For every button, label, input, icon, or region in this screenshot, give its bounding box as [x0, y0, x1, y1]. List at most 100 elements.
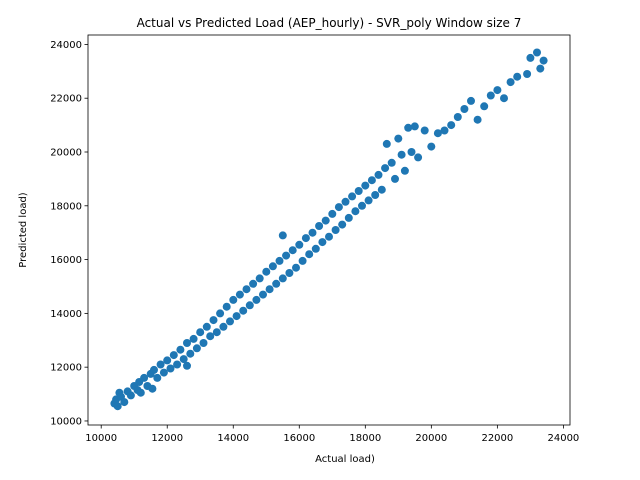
scatter-point	[255, 274, 264, 283]
scatter-point	[166, 364, 175, 373]
scatter-point	[493, 86, 502, 95]
scatter-point	[232, 312, 241, 321]
scatter-point	[371, 191, 380, 199]
scatter-point	[382, 139, 391, 148]
scatter-point	[410, 122, 419, 131]
scatter-points	[110, 48, 548, 411]
scatter-point	[387, 158, 396, 167]
x-tick-label: 24000	[547, 433, 579, 444]
scatter-point	[153, 373, 162, 382]
x-tick-label: 10000	[85, 433, 117, 444]
y-tick-label: 16000	[50, 255, 82, 266]
scatter-point	[288, 246, 297, 255]
y-tick-label: 18000	[50, 201, 82, 212]
scatter-point	[176, 345, 185, 354]
scatter-point	[212, 328, 221, 337]
scatter-point	[420, 126, 429, 135]
y-tick-label: 24000	[50, 40, 82, 51]
scatter-point	[506, 78, 515, 87]
scatter-point	[533, 48, 541, 57]
scatter-point	[219, 322, 228, 331]
scatter-point	[226, 317, 234, 326]
scatter-point	[328, 209, 337, 218]
scatter-point	[169, 351, 178, 360]
y-tick-label: 20000	[50, 148, 82, 159]
x-tick-label: 12000	[151, 433, 183, 444]
scatter-point	[150, 365, 158, 374]
scatter-point	[341, 197, 350, 206]
y-tick-label: 22000	[50, 94, 82, 105]
scatter-point	[526, 53, 535, 62]
scatter-point	[292, 263, 300, 272]
plot-frame	[87, 34, 571, 426]
scatter-point	[136, 388, 145, 397]
scatter-point	[447, 121, 456, 130]
scatter-point	[480, 102, 489, 111]
x-tick-label: 20000	[415, 433, 447, 444]
scatter-point	[361, 181, 370, 190]
scatter-point	[404, 123, 413, 132]
scatter-point	[381, 164, 390, 173]
scatter-point	[407, 148, 416, 156]
scatter-point	[222, 302, 231, 311]
scatter-point	[140, 373, 149, 382]
scatter-point	[325, 232, 333, 241]
scatter-point	[120, 398, 129, 407]
scatter-point	[513, 72, 522, 81]
scatter-point	[364, 196, 373, 205]
scatter-point	[460, 105, 469, 113]
scatter-point	[473, 115, 482, 124]
scatter-point	[486, 91, 495, 100]
x-tick-label: 16000	[283, 433, 315, 444]
scatter-point	[252, 295, 261, 304]
scatter-point	[229, 295, 238, 304]
scatter-point	[249, 279, 258, 288]
scatter-point	[414, 153, 423, 162]
scatter-point	[400, 166, 409, 175]
scatter-point	[453, 113, 462, 121]
scatter-point	[358, 201, 366, 210]
scatter-point	[348, 192, 357, 201]
scatter-point	[318, 238, 327, 247]
scatter-point	[311, 244, 320, 253]
scatter-point	[321, 216, 330, 225]
scatter-point	[301, 234, 310, 243]
scatter-point	[427, 142, 436, 151]
scatter-point	[173, 360, 182, 369]
scatter-point	[275, 256, 284, 265]
scatter-point	[239, 306, 248, 315]
scatter-point	[351, 207, 360, 216]
scatter-point	[156, 360, 165, 369]
chart-title: Actual vs Predicted Load (AEP_hourly) - …	[137, 16, 522, 30]
scatter-point	[298, 256, 307, 265]
scatter-point	[500, 94, 508, 103]
scatter-point	[315, 222, 324, 230]
scatter-point	[391, 174, 399, 183]
scatter-point	[334, 203, 343, 212]
scatter-point	[344, 213, 353, 222]
scatter-point	[126, 391, 135, 400]
scatter-point	[148, 384, 157, 393]
scatter-point	[262, 267, 271, 276]
scatter-point	[163, 356, 172, 365]
scatter-point	[113, 402, 122, 411]
scatter-point	[354, 187, 363, 195]
x-tick-label: 14000	[217, 433, 249, 444]
scatter-point	[272, 279, 281, 288]
scatter-point	[440, 126, 449, 135]
scatter-point	[377, 185, 386, 194]
scatter-point	[242, 285, 251, 294]
scatter-point	[209, 316, 218, 325]
scatter-point	[245, 301, 254, 310]
scatter-point	[206, 332, 215, 341]
scatter-point	[179, 355, 188, 364]
x-axis-label: Actual load)	[315, 454, 375, 465]
x-tick-label: 18000	[349, 433, 381, 444]
scatter-point	[183, 361, 191, 370]
scatter-point	[338, 220, 347, 229]
scatter-point	[536, 64, 545, 73]
x-tick-label: 22000	[481, 433, 513, 444]
scatter-point	[397, 150, 406, 159]
y-tick-label: 10000	[50, 416, 82, 427]
